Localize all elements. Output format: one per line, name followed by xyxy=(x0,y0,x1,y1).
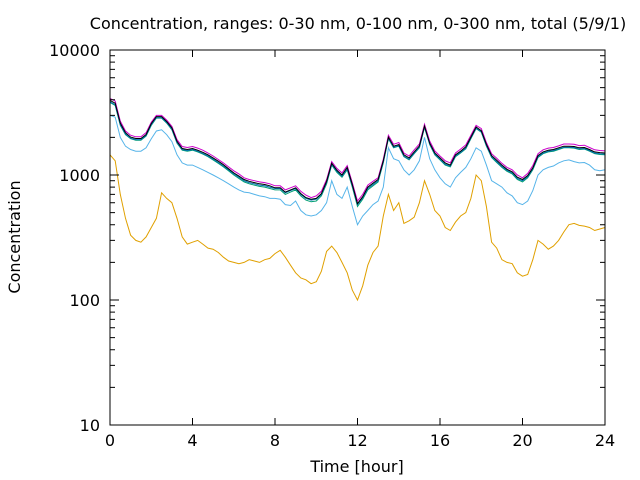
y-tick-label: 10000 xyxy=(49,41,100,60)
y-tick-label: 1000 xyxy=(59,166,100,185)
y-tick-label: 100 xyxy=(69,291,100,310)
series-line-5 xyxy=(109,97,606,203)
x-axis-label: Time [hour] xyxy=(309,457,403,476)
series-line-2 xyxy=(109,114,606,226)
y-axis: 10 100 1000 10000 xyxy=(49,41,605,435)
x-tick-label: 20 xyxy=(512,431,532,450)
x-tick-label: 8 xyxy=(270,431,280,450)
series-line-3 xyxy=(109,102,606,208)
x-tick-label: 16 xyxy=(430,431,450,450)
plot-frame xyxy=(109,49,606,426)
series-line-4 xyxy=(109,101,606,206)
y-tick-label: 10 xyxy=(80,416,100,435)
x-axis: 0 4 8 12 16 20 24 xyxy=(105,50,615,450)
chart-title: Concentration, ranges: 0-30 nm, 0-100 nm… xyxy=(90,14,626,33)
y-axis-label: Concentration xyxy=(5,180,24,293)
x-tick-label: 24 xyxy=(595,431,615,450)
series-line-6 xyxy=(109,99,606,205)
series-line-1 xyxy=(109,154,606,302)
x-tick-label: 12 xyxy=(347,431,367,450)
series-layer xyxy=(109,97,606,302)
x-tick-label: 4 xyxy=(187,431,197,450)
x-tick-label: 0 xyxy=(105,431,115,450)
